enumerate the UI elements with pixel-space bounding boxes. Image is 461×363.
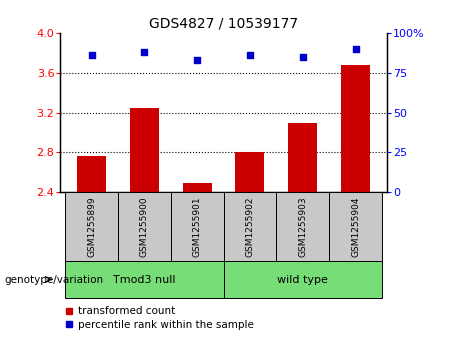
Point bbox=[194, 57, 201, 63]
Point bbox=[141, 49, 148, 55]
Text: GSM1255899: GSM1255899 bbox=[87, 196, 96, 257]
Bar bbox=[277, 192, 329, 261]
Bar bbox=[183, 183, 212, 192]
Bar bbox=[118, 192, 171, 261]
Point bbox=[352, 46, 359, 52]
Bar bbox=[65, 192, 118, 261]
Bar bbox=[171, 192, 224, 261]
Point bbox=[299, 54, 307, 60]
Bar bbox=[288, 122, 317, 192]
Bar bbox=[65, 261, 224, 298]
Point bbox=[246, 52, 254, 58]
Text: wild type: wild type bbox=[278, 274, 328, 285]
Text: GSM1255900: GSM1255900 bbox=[140, 196, 149, 257]
Bar bbox=[224, 192, 277, 261]
Bar bbox=[77, 156, 106, 192]
Bar bbox=[130, 107, 159, 192]
Text: GSM1255903: GSM1255903 bbox=[298, 196, 307, 257]
Point bbox=[88, 52, 95, 58]
Bar bbox=[341, 65, 370, 192]
Text: Tmod3 null: Tmod3 null bbox=[113, 274, 176, 285]
Bar bbox=[329, 192, 382, 261]
Legend: transformed count, percentile rank within the sample: transformed count, percentile rank withi… bbox=[65, 306, 254, 330]
Text: genotype/variation: genotype/variation bbox=[5, 274, 104, 285]
Text: GSM1255904: GSM1255904 bbox=[351, 197, 360, 257]
Bar bbox=[224, 261, 382, 298]
Title: GDS4827 / 10539177: GDS4827 / 10539177 bbox=[149, 16, 298, 30]
Text: GSM1255902: GSM1255902 bbox=[245, 197, 254, 257]
Text: GSM1255901: GSM1255901 bbox=[193, 196, 202, 257]
Bar bbox=[236, 152, 265, 192]
